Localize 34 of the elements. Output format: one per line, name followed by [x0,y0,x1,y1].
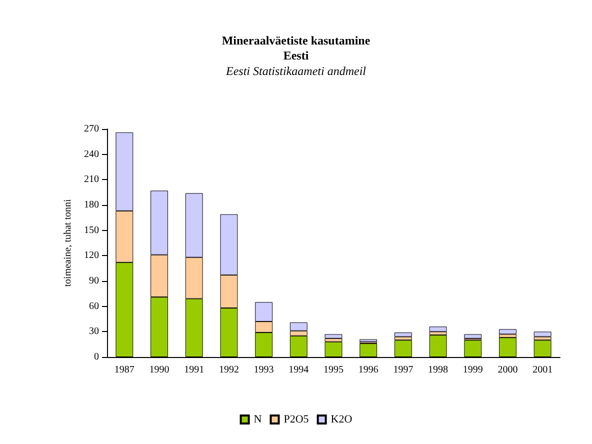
y-tick-label: 60 [89,300,99,312]
y-tick-label: 90 [89,276,99,286]
bar [499,329,516,334]
y-tick-label: 180 [84,200,99,210]
x-tick-label: 1994 [288,364,309,376]
y-tick-label: 120 [84,250,99,262]
x-tick-label: 1995 [324,364,344,376]
legend-label: P2O5 [284,414,310,426]
y-tick-label: 0 [94,352,99,362]
x-tick-label: 2000 [498,364,518,376]
y-tick-label: 270 [84,124,99,134]
x-tick-label: 1996 [358,364,378,376]
y-tick-label: 150 [84,224,99,236]
bar [394,332,412,337]
x-tick-label: 1991 [184,364,204,376]
y-axis-title: toimeaine, tuhat tonni [62,199,74,287]
chart-title: Mineraalväetiste kasutamine Eesti [222,34,371,62]
x-tick-label: 1987 [114,364,134,376]
x-tick-label: 1992 [218,364,239,376]
x-tick-label: 1990 [149,364,170,376]
legend-label: N [254,414,262,426]
bar [324,334,342,338]
y-tick-label: 30 [89,326,99,338]
bar [534,332,552,337]
bar [429,326,447,332]
legend-label: K2O [330,414,352,426]
y-tick-label: 210 [84,174,99,186]
x-tick-label: 2001 [532,364,553,376]
x-tick-label: 1998 [428,364,448,376]
x-tick-label: 1997 [393,364,414,376]
chart-subtitle: Eesti Statistikaameti andmeil [225,64,367,78]
x-tick-label: 1999 [462,364,483,376]
x-tick-label: 1993 [254,364,274,376]
y-tick-label: 240 [84,148,99,160]
